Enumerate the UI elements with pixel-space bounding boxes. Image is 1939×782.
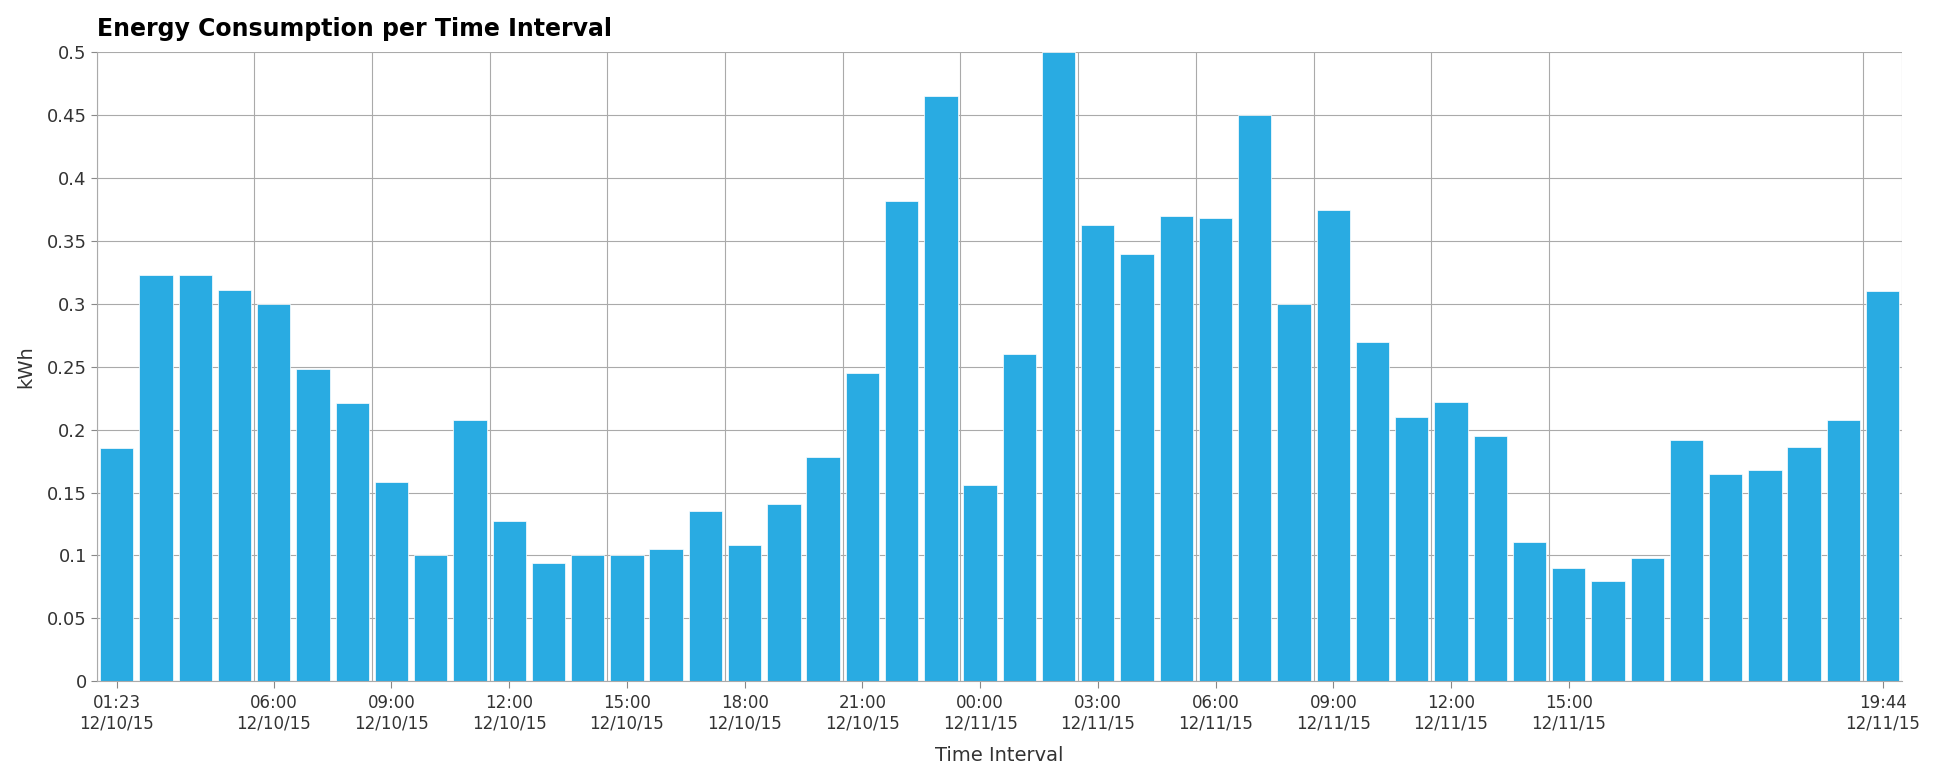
Bar [807,457,840,681]
X-axis label: Time Interval: Time Interval [935,746,1063,766]
Bar [845,373,878,681]
Bar [1590,580,1623,681]
Bar [611,555,644,681]
Bar [884,201,917,681]
Bar [413,555,448,681]
Bar [1708,474,1741,681]
Bar [374,482,407,681]
Bar [766,504,801,681]
Bar [140,275,173,681]
Bar [688,511,721,681]
Bar [178,275,211,681]
Bar [297,369,330,681]
Bar [335,404,368,681]
Bar [493,522,525,681]
Bar [1433,402,1468,681]
Bar [1629,558,1664,681]
Bar [1160,216,1192,681]
Bar [570,555,605,681]
Bar [1317,210,1350,681]
Bar [1394,417,1427,681]
Y-axis label: kWh: kWh [17,346,35,388]
Bar [1512,542,1545,681]
Bar [1041,52,1074,681]
Bar [1865,291,1898,681]
Bar [1002,354,1035,681]
Bar [1474,436,1507,681]
Bar [1080,224,1113,681]
Bar [923,96,958,681]
Bar [1276,304,1311,681]
Bar [1121,253,1154,681]
Bar [1355,342,1388,681]
Bar [1198,218,1231,681]
Bar [964,485,997,681]
Bar [258,304,291,681]
Text: Energy Consumption per Time Interval: Energy Consumption per Time Interval [97,16,613,41]
Bar [101,449,134,681]
Bar [1786,447,1821,681]
Bar [1827,420,1860,681]
Bar [1551,568,1584,681]
Bar [454,420,487,681]
Bar [650,549,683,681]
Bar [217,290,250,681]
Bar [1669,439,1702,681]
Bar [531,563,564,681]
Bar [1747,470,1780,681]
Bar [727,545,760,681]
Bar [1237,115,1270,681]
